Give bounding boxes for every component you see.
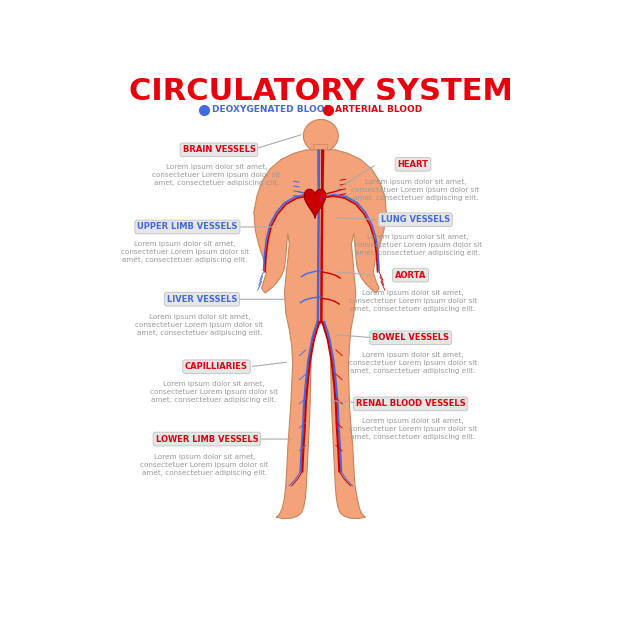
Text: Lorem ipsum dolor sit amet,
consectetuer Lorem ipsum dolor sit
amet, consectetue: Lorem ipsum dolor sit amet, consectetuer… (349, 290, 477, 312)
Polygon shape (254, 150, 386, 518)
Text: Lorem ipsum dolor sit amet,
consectetuer Lorem ipsum dolor sit
amet, consectetue: Lorem ipsum dolor sit amet, consectetuer… (349, 352, 477, 374)
Text: LUNG VESSELS: LUNG VESSELS (381, 215, 450, 224)
Text: BRAIN VESSELS: BRAIN VESSELS (183, 145, 255, 155)
Text: LOWER LIMB VESSELS: LOWER LIMB VESSELS (155, 434, 258, 444)
Text: Lorem ipsum dolor sit amet,
consectetuer Lorem ipsum dolor sit
amet, consectetue: Lorem ipsum dolor sit amet, consectetuer… (140, 453, 269, 476)
Text: Lorem ipsum dolor sit amet,
consectetuer Lorem ipsum dolor sit
amet, consectetue: Lorem ipsum dolor sit amet, consectetuer… (354, 234, 482, 256)
Text: Lorem ipsum dolor sit amet,
consectetuer Lorem ipsum dolor sit
amet, consectetue: Lorem ipsum dolor sit amet, consectetuer… (121, 242, 249, 264)
Text: DEOXYGENATED BLOOD: DEOXYGENATED BLOOD (212, 105, 332, 115)
Text: Lorem ipsum dolor sit amet,
consectetuer Lorem ipsum dolor sit
amet, consectetue: Lorem ipsum dolor sit amet, consectetuer… (153, 164, 280, 187)
Text: CIRCULATORY SYSTEM: CIRCULATORY SYSTEM (129, 78, 513, 106)
Text: AORTA: AORTA (395, 270, 426, 280)
Text: ARTERIAL BLOOD: ARTERIAL BLOOD (336, 105, 423, 115)
Text: LIVER VESSELS: LIVER VESSELS (167, 295, 237, 304)
Text: Lorem ipsum dolor sit amet,
consectetuer Lorem ipsum dolor sit
amet, consectetue: Lorem ipsum dolor sit amet, consectetuer… (150, 381, 278, 403)
Text: UPPER LIMB VESSELS: UPPER LIMB VESSELS (137, 222, 238, 232)
Ellipse shape (304, 120, 338, 152)
Polygon shape (314, 145, 328, 151)
Text: RENAL BLOOD VESSELS: RENAL BLOOD VESSELS (356, 399, 465, 408)
Text: Lorem ipsum dolor sit amet,
consectetuer Lorem ipsum dolor sit
amet, consectetue: Lorem ipsum dolor sit amet, consectetuer… (351, 179, 480, 201)
Text: HEART: HEART (398, 160, 429, 169)
Polygon shape (304, 190, 326, 218)
Text: CAPILLIARIES: CAPILLIARIES (185, 362, 248, 371)
Text: Lorem ipsum dolor sit amet,
consectetuer Lorem ipsum dolor sit
amet, consectetue: Lorem ipsum dolor sit amet, consectetuer… (349, 418, 477, 440)
Text: Lorem ipsum dolor sit amet,
consectetuer Lorem ipsum dolor sit
amet, consectetue: Lorem ipsum dolor sit amet, consectetuer… (135, 314, 264, 336)
Text: BOWEL VESSELS: BOWEL VESSELS (372, 333, 449, 342)
